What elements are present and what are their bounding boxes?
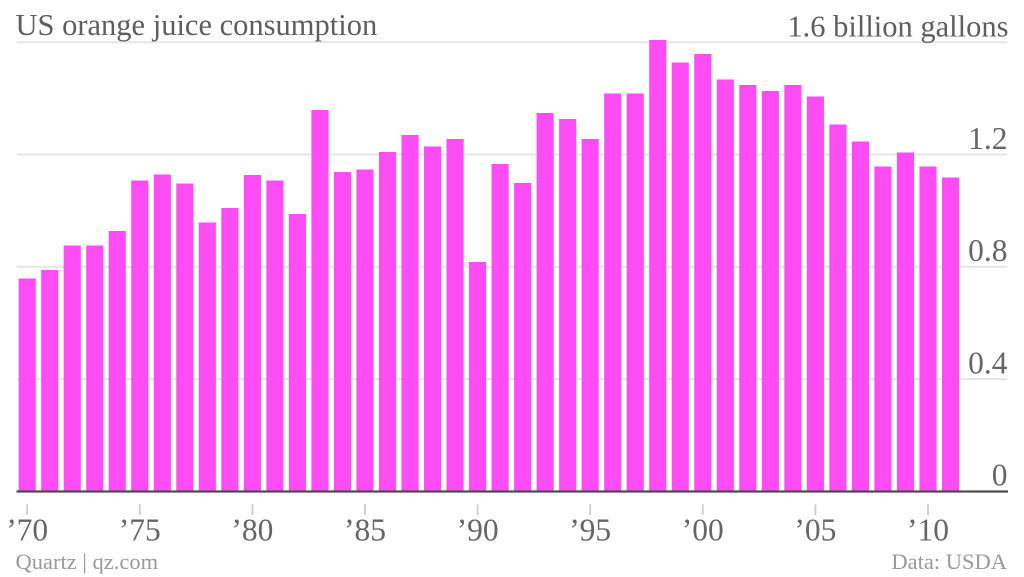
svg-text:’85: ’85 [344,513,386,548]
svg-text:’90: ’90 [457,513,499,548]
svg-text:0.8: 0.8 [968,233,1007,268]
svg-text:Data: USDA: Data: USDA [891,549,1007,574]
svg-text:’75: ’75 [119,513,161,548]
svg-text:US orange juice consumption: US orange juice consumption [16,8,378,42]
svg-text:0: 0 [992,458,1008,493]
svg-text:’80: ’80 [231,513,273,548]
svg-text:’05: ’05 [794,513,836,548]
svg-text:0.4: 0.4 [968,345,1008,380]
svg-text:Quartz | qz.com: Quartz | qz.com [16,549,159,574]
svg-text:’10: ’10 [907,513,949,548]
svg-text:’00: ’00 [682,513,724,548]
svg-text:’95: ’95 [569,513,611,548]
svg-text:’70: ’70 [6,513,48,548]
svg-text:1.6 billion gallons: 1.6 billion gallons [787,10,1008,44]
svg-text:1.2: 1.2 [968,121,1007,156]
